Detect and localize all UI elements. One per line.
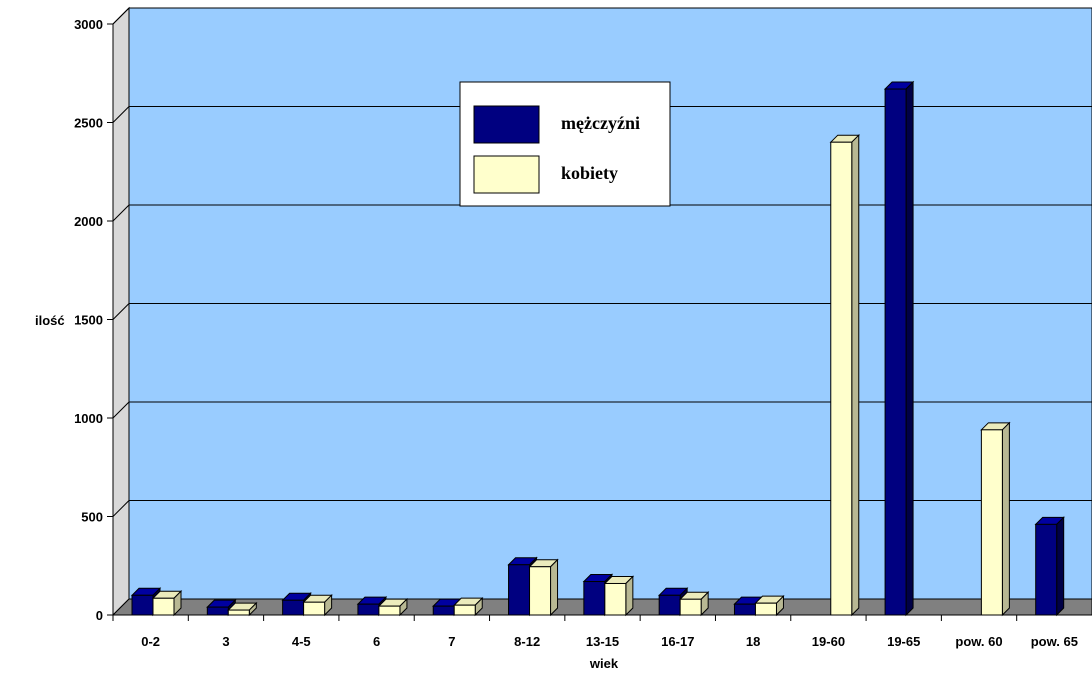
legend: mężczyźni kobiety bbox=[459, 81, 671, 207]
bars bbox=[130, 80, 1065, 617]
gridline bbox=[112, 303, 1092, 320]
bar-men bbox=[883, 80, 915, 617]
bar-women bbox=[603, 575, 635, 617]
x-tick-label: 3 bbox=[222, 634, 229, 649]
legend-label-men: mężczyźni bbox=[561, 113, 640, 133]
y-tick-label: 0 bbox=[96, 608, 103, 623]
x-tick-label: pow. 65 bbox=[1031, 634, 1078, 649]
gridline bbox=[112, 7, 1092, 25]
x-axis-title: wiek bbox=[589, 656, 619, 671]
gridlines bbox=[112, 7, 1092, 517]
x-tick-label: 13-15 bbox=[586, 634, 619, 649]
x-tick-label: 16-17 bbox=[661, 634, 694, 649]
legend-box bbox=[459, 81, 671, 207]
x-tick-label: 7 bbox=[448, 634, 455, 649]
bar-women bbox=[754, 594, 785, 617]
y-axis-title: ilość bbox=[35, 313, 65, 328]
y-tick-label: 500 bbox=[81, 510, 103, 525]
legend-swatch-women bbox=[473, 155, 540, 194]
gridline bbox=[112, 500, 1092, 517]
x-tick-label: 4-5 bbox=[292, 634, 311, 649]
y-axis: 0 500 1000 1500 2000 2500 3000 bbox=[74, 17, 114, 623]
bar-women bbox=[453, 596, 484, 617]
y-tick-label: 2000 bbox=[74, 214, 103, 229]
bar-women bbox=[302, 593, 333, 617]
y-tick-label: 3000 bbox=[74, 17, 103, 32]
y-tick-label: 1500 bbox=[74, 313, 103, 328]
bar-women bbox=[151, 590, 183, 617]
y-tick-label: 1000 bbox=[74, 411, 103, 426]
gridline bbox=[112, 401, 1092, 419]
y-tick-label: 2500 bbox=[74, 116, 103, 131]
x-tick-label: 0-2 bbox=[141, 634, 160, 649]
bar-women bbox=[829, 133, 860, 617]
gridline bbox=[112, 106, 1092, 123]
x-tick-label: 18 bbox=[746, 634, 760, 649]
bar-women bbox=[528, 558, 559, 617]
bar-women bbox=[678, 591, 710, 617]
bar-women bbox=[377, 597, 409, 617]
x-tick-label: 8-12 bbox=[514, 634, 540, 649]
legend-swatch-men bbox=[473, 105, 540, 144]
x-tick-label: 19-60 bbox=[812, 634, 845, 649]
x-tick-label: 19-65 bbox=[887, 634, 920, 649]
x-tick-label: pow. 60 bbox=[955, 634, 1002, 649]
bar-women bbox=[980, 421, 1011, 617]
x-tick-label: 6 bbox=[373, 634, 380, 649]
legend-label-women: kobiety bbox=[561, 163, 618, 183]
gridline bbox=[112, 204, 1092, 222]
x-axis: 0-2 3 4-5 6 7 8-12 13-15 16-17 18 19-60 19-65 pow. … bbox=[112, 614, 1092, 649]
bar-men bbox=[1034, 516, 1065, 617]
bar-women bbox=[227, 601, 258, 617]
